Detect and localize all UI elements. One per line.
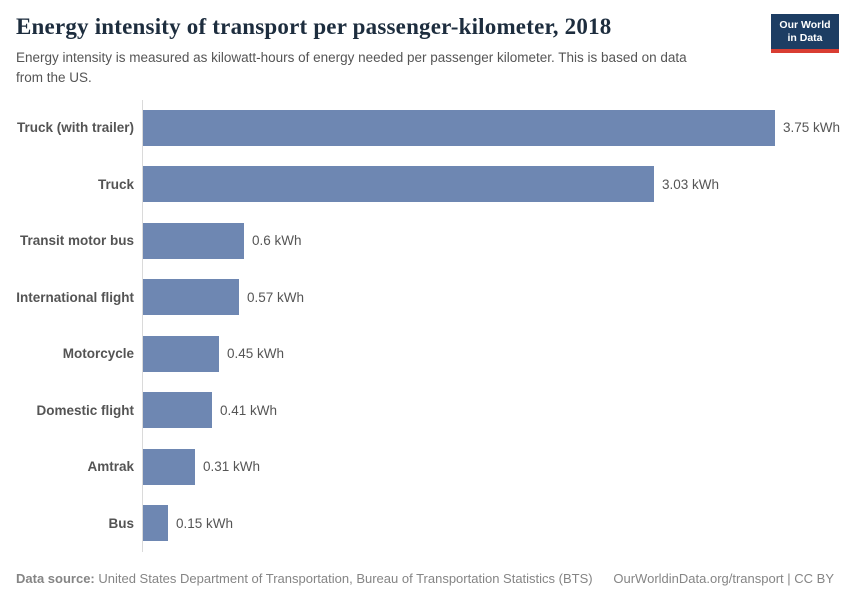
data-source: Data source: United States Department of… (16, 571, 593, 586)
category-label: Domestic flight (36, 402, 134, 418)
category-label: Bus (108, 515, 134, 531)
bar-row: Amtrak 0.31 kWh (16, 438, 834, 495)
bar-chart: Truck (with trailer) 3.75 kWh Truck 3.03 kW… (16, 99, 840, 552)
bar-row: Bus 0.15 kWh (16, 495, 834, 552)
bar-area: 0.57 kWh (142, 269, 834, 326)
category-label: International flight (16, 289, 134, 305)
bar-value-label: 3.03 kWh (662, 176, 720, 192)
owid-logo-line2: in Data (787, 32, 823, 45)
bar[interactable] (143, 222, 244, 259)
bar-area: 0.41 kWh (142, 382, 834, 439)
bar-area: 0.31 kWh (142, 438, 834, 495)
owid-logo-line1: Our World (779, 19, 831, 31)
chart-footer: Data source: United States Department of… (16, 571, 834, 586)
bar-row: Truck 3.03 kWh (16, 156, 834, 213)
chart-subtitle: Energy intensity is measured as kilowatt… (16, 50, 687, 86)
bar-row: Truck (with trailer) 3.75 kWh (16, 99, 840, 156)
bar-row: Domestic flight 0.41 kWh (16, 382, 834, 439)
bar-value-label: 0.31 kWh (203, 459, 261, 475)
bar[interactable] (143, 109, 775, 146)
bar-row: Motorcycle 0.45 kWh (16, 325, 834, 382)
bar[interactable] (143, 392, 212, 429)
bar-area: 0.6 kWh (142, 212, 834, 269)
bar-value-label: 0.57 kWh (247, 289, 305, 305)
bar-row: International flight 0.57 kWh (16, 269, 834, 326)
bar-value-label: 0.6 kWh (252, 233, 302, 249)
owid-logo[interactable]: Our World in Data (771, 14, 839, 54)
data-source-label: Data source: (16, 571, 95, 586)
bar-area: 3.75 kWh (142, 99, 841, 156)
bar-value-label: 3.75 kWh (783, 120, 841, 136)
chart-header: Energy intensity of transport per passen… (16, 14, 839, 89)
bar-value-label: 0.15 kWh (176, 515, 234, 531)
category-label: Motorcycle (62, 346, 134, 362)
category-label: Amtrak (87, 459, 134, 475)
bar[interactable] (143, 505, 168, 542)
bar-area: 0.45 kWh (142, 325, 834, 382)
bar[interactable] (143, 279, 239, 316)
bar-area: 3.03 kWh (142, 156, 834, 213)
category-label: Truck (with trailer) (16, 120, 134, 136)
page-title: Energy intensity of transport per passen… (16, 14, 612, 39)
bar-value-label: 0.45 kWh (227, 346, 285, 362)
category-label: Truck (97, 176, 134, 192)
bar[interactable] (143, 166, 654, 203)
bar[interactable] (143, 448, 195, 485)
bar-value-label: 0.41 kWh (220, 402, 278, 418)
bar-row: Transit motor bus 0.6 kWh (16, 212, 834, 269)
bar[interactable] (143, 335, 219, 372)
data-source-text: United States Department of Transportati… (94, 571, 593, 586)
owid-link[interactable]: OurWorldinData.org/transport | CC BY (613, 571, 834, 586)
bar-area: 0.15 kWh (142, 495, 834, 552)
category-label: Transit motor bus (19, 233, 134, 249)
